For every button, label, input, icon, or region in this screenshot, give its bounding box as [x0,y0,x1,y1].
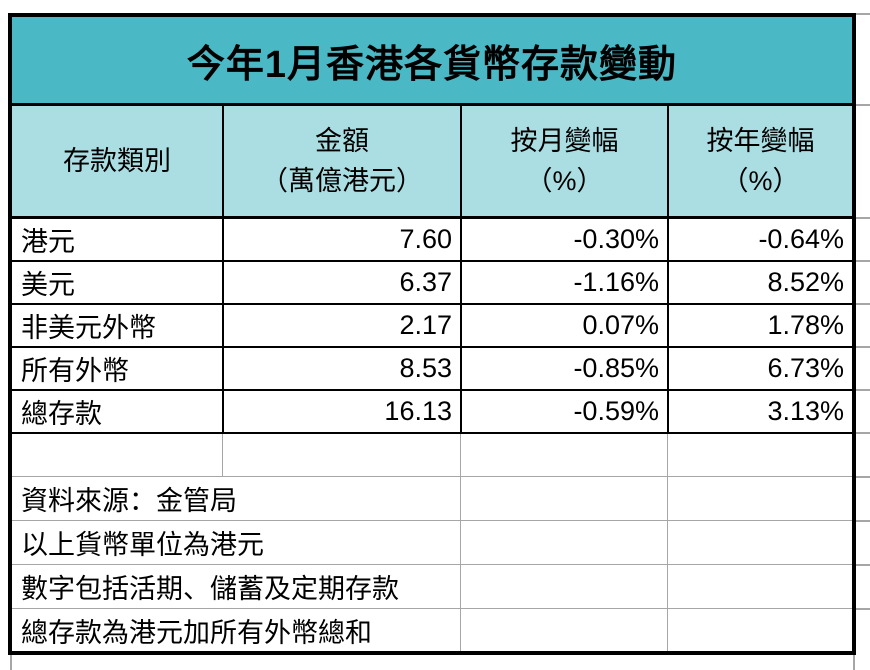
deposits-table: 今年1月香港各貨幣存款變動 存款類別 金額 （萬億港元） 按月變幅 （%） 按年… [8,13,856,655]
header-mom-label: 按月變幅 [510,126,619,156]
empty-cell[interactable] [12,434,222,476]
empty-cell[interactable] [460,477,667,520]
gridline-stub [856,303,870,305]
header-yoy-unit: （%） [721,166,800,196]
cell-mom[interactable]: -0.85% [460,348,667,389]
cell-amount[interactable]: 7.60 [222,219,460,260]
gridline-stub [853,655,855,670]
header-cell-amount[interactable]: 金額 （萬億港元） [222,106,460,216]
cell-label[interactable]: 美元 [21,270,75,300]
gridline-stub [856,260,870,262]
table-row-non-usd-foreign: 非美元外幣 2.17 0.07% 1.78% [12,305,852,348]
cell-amount[interactable]: 16.13 [222,391,460,432]
cell-yoy[interactable]: 8.52% [667,262,852,303]
empty-cell[interactable] [667,609,852,651]
table-row-hkd: 港元 7.60 -0.30% -0.64% [12,219,852,262]
gridline-stub [856,217,870,219]
gridline-stub [856,104,870,106]
cell-mom[interactable]: -1.16% [460,262,667,303]
header-cell-mom[interactable]: 按月變幅 （%） [460,106,667,216]
cell-label[interactable]: 所有外幣 [21,356,129,386]
empty-cell[interactable] [460,521,667,564]
header-mom-unit: （%） [525,166,604,196]
table-row-total: 總存款 16.13 -0.59% 3.13% [12,391,852,434]
cell-yoy[interactable]: 6.73% [667,348,852,389]
note-total-definition-text[interactable]: 總存款為港元加所有外幣總和 [21,617,372,648]
empty-cell[interactable] [222,434,460,476]
empty-cell[interactable] [667,434,852,476]
cell-label[interactable]: 總存款 [21,399,102,429]
table-empty-row [12,434,852,477]
gridline-stub [856,564,870,566]
empty-cell[interactable] [460,565,667,608]
note-row-total-definition: 總存款為港元加所有外幣總和 [12,609,852,651]
cell-amount[interactable]: 6.37 [222,262,460,303]
gridline-stub [856,608,870,610]
cell-amount[interactable]: 8.53 [222,348,460,389]
cell-yoy[interactable]: -0.64% [667,219,852,260]
note-row-scope: 數字包括活期、儲蓄及定期存款 [12,565,852,609]
gridline-stub [856,346,870,348]
cell-label[interactable]: 港元 [21,227,75,257]
table-title: 今年1月香港各貨幣存款變動 [186,43,678,86]
cell-mom[interactable]: -0.59% [460,391,667,432]
cell-yoy[interactable]: 3.13% [667,391,852,432]
gridline-stub [856,520,870,522]
table-header-row: 存款類別 金額 （萬億港元） 按月變幅 （%） 按年變幅 （%） [12,106,852,219]
cell-mom[interactable]: -0.30% [460,219,667,260]
gridline-stub [10,655,12,670]
gridline-stub [856,476,870,478]
table-row-all-foreign: 所有外幣 8.53 -0.85% 6.73% [12,348,852,391]
header-amount-label: 金額 [315,126,369,156]
note-source-text[interactable]: 資料來源：金管局 [21,486,237,516]
gridline-stub [856,432,870,434]
table-row-usd: 美元 6.37 -1.16% 8.52% [12,262,852,305]
cell-yoy[interactable]: 1.78% [667,305,852,346]
cell-label[interactable]: 非美元外幣 [21,313,156,343]
cell-mom[interactable]: 0.07% [460,305,667,346]
empty-cell[interactable] [667,477,852,520]
empty-cell[interactable] [460,609,667,651]
note-scope-text[interactable]: 數字包括活期、儲蓄及定期存款 [21,574,399,604]
header-yoy-label: 按年變幅 [706,126,815,156]
note-unit-text[interactable]: 以上貨幣單位為港元 [21,530,264,560]
header-cell-yoy[interactable]: 按年變幅 （%） [667,106,852,216]
empty-cell[interactable] [667,565,852,608]
header-amount-unit: （萬億港元） [261,166,423,196]
empty-cell[interactable] [460,434,667,476]
gridline-stub [856,13,870,15]
header-category-label: 存款類別 [63,146,171,176]
header-cell-category[interactable]: 存款類別 [12,106,222,216]
cell-amount[interactable]: 2.17 [222,305,460,346]
note-row-unit: 以上貨幣單位為港元 [12,521,852,565]
note-row-source: 資料來源：金管局 [12,477,852,521]
gridline-stub [856,389,870,391]
empty-cell[interactable] [667,521,852,564]
table-title-cell[interactable]: 今年1月香港各貨幣存款變動 [12,17,852,106]
